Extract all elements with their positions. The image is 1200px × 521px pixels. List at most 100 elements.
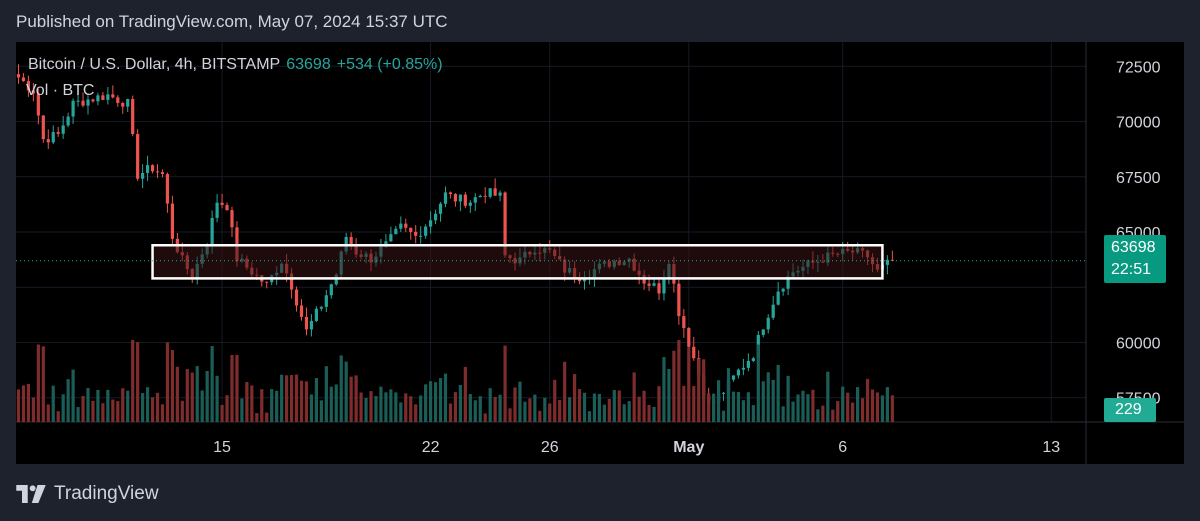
volume-bar bbox=[443, 373, 448, 422]
volume-bar bbox=[185, 369, 189, 422]
candle-body bbox=[458, 194, 462, 202]
volume-bar bbox=[230, 354, 234, 422]
volume-bar bbox=[433, 382, 438, 422]
volume-bar bbox=[329, 386, 333, 422]
candle-body bbox=[116, 97, 120, 104]
candle-body bbox=[404, 223, 408, 228]
volume-bar bbox=[786, 375, 790, 422]
volume-bar bbox=[716, 380, 721, 422]
candle-body bbox=[329, 284, 333, 296]
volume-bar bbox=[731, 391, 736, 422]
volume-bar bbox=[220, 404, 224, 422]
volume-bar bbox=[334, 384, 338, 422]
volume-bar bbox=[657, 386, 661, 422]
candlestick-chart[interactable]: 575006000065000675007000072500152226May6… bbox=[16, 42, 1184, 464]
candle-body bbox=[582, 278, 587, 282]
volume-bar bbox=[245, 381, 249, 422]
x-tick-label: 6 bbox=[838, 439, 847, 456]
candle-body bbox=[428, 220, 433, 227]
volume-bar bbox=[726, 368, 731, 422]
x-tick-label: 13 bbox=[1042, 439, 1060, 456]
candle-body bbox=[677, 283, 681, 317]
volume-bar bbox=[240, 398, 244, 422]
candle-body bbox=[265, 281, 269, 283]
volume-bar bbox=[483, 413, 487, 422]
candle-body bbox=[91, 99, 95, 102]
symbol-legend[interactable]: Bitcoin / U.S. Dollar, 4h, BITSTAMP 63698… bbox=[28, 56, 443, 74]
candle-body bbox=[16, 74, 21, 78]
candle-body bbox=[71, 100, 75, 117]
bar-countdown-label: 22:51 bbox=[1111, 261, 1152, 278]
volume-bar bbox=[721, 410, 726, 422]
volume-bar bbox=[369, 391, 373, 422]
candle-body bbox=[736, 369, 741, 376]
tradingview-logo-icon bbox=[16, 485, 46, 503]
volume-bar bbox=[349, 376, 353, 422]
candle-body bbox=[51, 132, 55, 143]
volume-bar bbox=[309, 394, 314, 422]
volume-bar bbox=[419, 395, 423, 422]
volume-bar bbox=[265, 412, 269, 422]
volume-bar bbox=[339, 355, 343, 422]
candle-body bbox=[210, 217, 214, 245]
last-price: 63698 bbox=[286, 56, 331, 73]
volume-bar bbox=[741, 400, 746, 422]
volume-bar bbox=[364, 397, 368, 422]
volume-bar bbox=[66, 379, 70, 422]
candle-body bbox=[294, 289, 299, 306]
volume-bar bbox=[533, 394, 537, 422]
volume-bar bbox=[76, 407, 80, 422]
volume-bar bbox=[438, 378, 443, 422]
volume-bar bbox=[890, 395, 894, 422]
candle-body bbox=[225, 204, 229, 211]
volume-bar bbox=[622, 404, 626, 422]
volume-bar bbox=[712, 393, 716, 422]
candle-body bbox=[414, 231, 418, 236]
candle-body bbox=[453, 194, 458, 202]
volume-bar bbox=[781, 406, 785, 422]
volume-bar bbox=[215, 375, 219, 422]
volume-bar bbox=[170, 349, 175, 422]
candle-body bbox=[81, 100, 85, 106]
volume-bar bbox=[523, 401, 527, 422]
candle-body bbox=[141, 172, 145, 179]
volume-bar bbox=[602, 404, 606, 422]
candle-body bbox=[786, 276, 790, 289]
candle-body bbox=[647, 283, 651, 286]
candle-body bbox=[463, 194, 467, 206]
candle-body bbox=[76, 100, 80, 102]
candle-body bbox=[493, 188, 497, 196]
volume-bar bbox=[374, 396, 378, 422]
volume-bar bbox=[145, 387, 150, 422]
volume-bar bbox=[61, 394, 65, 422]
volume-bar bbox=[816, 409, 820, 422]
volume-bar bbox=[448, 403, 453, 422]
volume-bar bbox=[255, 413, 259, 422]
footer-brand[interactable]: TradingView bbox=[16, 483, 159, 505]
support-zone-box bbox=[151, 244, 884, 280]
chart-area[interactable]: 575006000065000675007000072500152226May6… bbox=[16, 42, 1184, 464]
candle-body bbox=[299, 305, 304, 317]
candle-body bbox=[101, 95, 105, 100]
volume-bar bbox=[766, 372, 770, 422]
candle-body bbox=[145, 165, 150, 173]
volume-bar bbox=[672, 350, 676, 422]
candle-body bbox=[781, 288, 785, 292]
candle-body bbox=[31, 90, 35, 94]
volume-badge: 229 bbox=[1104, 398, 1156, 422]
volume-bar bbox=[860, 398, 865, 422]
volume-bar bbox=[319, 400, 323, 422]
volume-bar bbox=[880, 395, 885, 422]
candle-body bbox=[155, 171, 160, 173]
volume-legend[interactable]: Vol · BTC bbox=[26, 82, 95, 99]
candle-body bbox=[131, 99, 135, 135]
volume-bar bbox=[155, 392, 160, 422]
candle-body bbox=[106, 94, 110, 100]
volume-bar bbox=[31, 397, 35, 422]
candle-body bbox=[399, 223, 403, 229]
candle-body bbox=[885, 259, 889, 265]
volume-bar bbox=[647, 404, 651, 422]
candle-body bbox=[731, 375, 736, 380]
volume-bar bbox=[270, 389, 274, 422]
candle-body bbox=[389, 234, 393, 242]
